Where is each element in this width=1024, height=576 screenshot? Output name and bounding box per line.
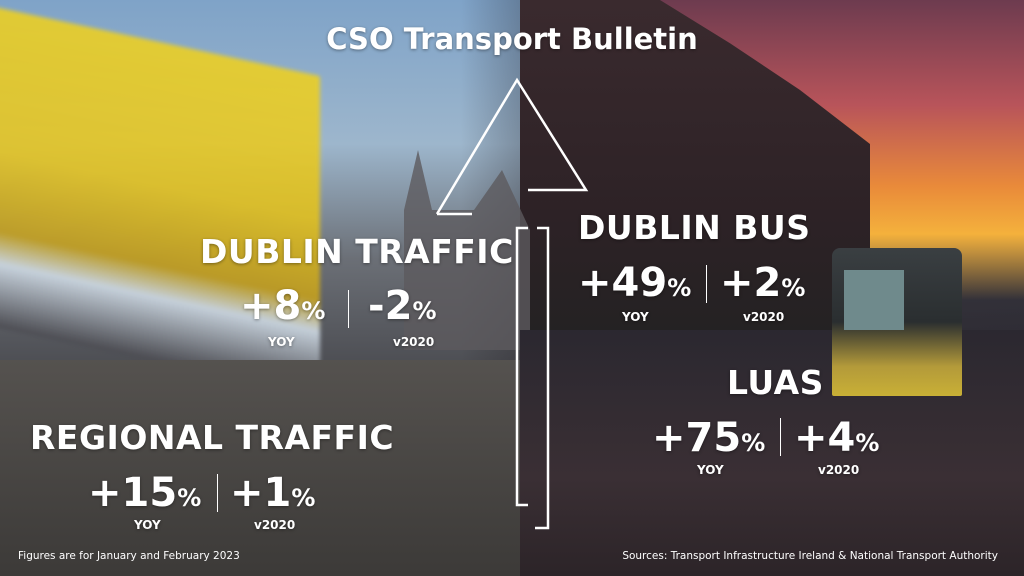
unit: % bbox=[667, 274, 692, 302]
separator bbox=[348, 290, 349, 328]
background-road bbox=[0, 360, 560, 576]
metric-label: v2020 bbox=[818, 463, 860, 477]
unit: % bbox=[291, 484, 316, 512]
unit: % bbox=[177, 484, 202, 512]
separator bbox=[217, 474, 218, 512]
unit: % bbox=[855, 429, 880, 457]
metric-label: v2020 bbox=[254, 518, 296, 532]
panel-heading: DUBLIN BUS bbox=[578, 208, 811, 247]
sources: Sources: Transport Infrastructure Irelan… bbox=[622, 550, 998, 562]
title: CSO Transport Bulletin bbox=[326, 22, 698, 56]
metric-figure: +4% bbox=[794, 415, 879, 461]
arrow-head bbox=[435, 77, 589, 215]
unit: % bbox=[781, 274, 806, 302]
metric-label: YOY bbox=[697, 463, 724, 477]
unit: % bbox=[301, 297, 326, 325]
figure: -2 bbox=[368, 283, 413, 329]
metric-label: v2020 bbox=[743, 310, 785, 324]
metric-label: v2020 bbox=[393, 335, 435, 349]
arrow-shaft bbox=[535, 226, 550, 530]
figure: +49 bbox=[578, 260, 668, 306]
figure: +1 bbox=[230, 470, 292, 516]
separator bbox=[780, 418, 781, 456]
figure: +2 bbox=[720, 260, 782, 306]
figure: +15 bbox=[88, 470, 178, 516]
unit: % bbox=[412, 297, 437, 325]
metric-label: YOY bbox=[134, 518, 161, 532]
figure: +75 bbox=[652, 415, 742, 461]
arrow-shaft bbox=[515, 226, 528, 507]
metric-figure: +8% bbox=[240, 283, 325, 329]
figure: +4 bbox=[794, 415, 856, 461]
metric-label: YOY bbox=[268, 335, 295, 349]
separator bbox=[706, 265, 707, 303]
unit: % bbox=[741, 429, 766, 457]
metric-figure: -2% bbox=[368, 283, 436, 329]
background-tram bbox=[832, 248, 962, 396]
metric-figure: +1% bbox=[230, 470, 315, 516]
figure: +8 bbox=[240, 283, 302, 329]
footnote: Figures are for January and February 202… bbox=[18, 550, 240, 562]
metric-figure: +49% bbox=[578, 260, 691, 306]
metric-figure: +75% bbox=[652, 415, 765, 461]
panel-heading: LUAS bbox=[727, 363, 824, 402]
metric-figure: +2% bbox=[720, 260, 805, 306]
metric-figure: +15% bbox=[88, 470, 201, 516]
panel-heading: DUBLIN TRAFFIC bbox=[200, 232, 514, 271]
metric-label: YOY bbox=[622, 310, 649, 324]
panel-heading: REGIONAL TRAFFIC bbox=[30, 418, 395, 457]
